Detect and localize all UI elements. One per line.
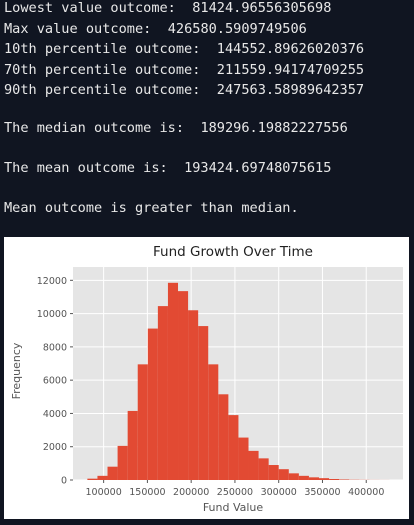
max-value-line: Max value outcome: 426580.5909749506 (4, 19, 307, 40)
median-line: The median outcome is: 189296.1988222755… (4, 118, 348, 139)
p10-value: 144552.89626020376 (216, 41, 365, 57)
conclusion-line: Mean outcome is greater than median. (4, 200, 299, 216)
x-tick-label: 150000 (129, 487, 165, 498)
histogram-chart: Fund Growth Over Time 0 2000 4000 6000 8000 1… (10, 244, 403, 514)
y-tick-label: 10000 (37, 309, 67, 320)
histogram-bar (127, 410, 138, 480)
max-value-label: Max value outcome: (4, 20, 152, 37)
p70-value: 211559.94174709255 (216, 61, 365, 78)
histogram-bar (188, 310, 199, 480)
p90-value: 247563.58989642357 (216, 82, 365, 98)
histogram-bar (308, 477, 320, 480)
histogram-bar (87, 478, 98, 480)
histogram-bar (117, 445, 128, 480)
median-label: The median outcome is: (4, 120, 185, 136)
y-tick-label: 0 (61, 476, 67, 487)
histogram-bar (218, 394, 229, 480)
console-output: Lowest value outcome: 81424.96556305698 … (0, 0, 414, 232)
histogram-bars (87, 282, 390, 480)
histogram-bar (238, 437, 249, 480)
y-tick-label: 12000 (37, 276, 67, 287)
lowest-value-label: Lowest value outcome: (4, 0, 176, 16)
max-value: 426580.5909749506 (167, 20, 307, 37)
lowest-value: 81424.96556305698 (192, 0, 332, 16)
y-tick-label: 4000 (43, 409, 67, 420)
p70-line: 70th percentile outcome: 211559.94174709… (4, 60, 364, 81)
x-tick-label: 100000 (86, 487, 122, 498)
histogram-bar (329, 479, 340, 480)
y-axis-label: Frequency (10, 342, 23, 399)
histogram-bar (97, 475, 108, 480)
x-tick-label: 250000 (217, 487, 253, 498)
p10-label: 10th percentile outcome: (4, 41, 201, 57)
p10-line: 10th percentile outcome: 144552.89626020… (4, 39, 364, 60)
p90-label: 90th percentile outcome: (4, 82, 201, 98)
median-value: 189296.19882227556 (200, 120, 348, 136)
p70-label: 70th percentile outcome: (4, 61, 201, 78)
lowest-value-line: Lowest value outcome: 81424.96556305698 (4, 0, 331, 19)
y-tick-label: 8000 (43, 342, 67, 353)
x-tick-label: 350000 (304, 487, 340, 498)
histogram-figure: Fund Growth Over Time 0 2000 4000 6000 8000 1… (4, 237, 409, 519)
histogram-bar (228, 415, 239, 480)
y-tick-label: 2000 (43, 442, 67, 453)
histogram-bar (107, 466, 118, 480)
y-tick-label: 6000 (43, 376, 67, 387)
histogram-bar (208, 364, 219, 480)
histogram-bar (147, 328, 158, 480)
histogram-bar (319, 478, 330, 480)
mean-value: 193424.69748075615 (184, 160, 332, 176)
histogram-bar (248, 450, 259, 480)
x-axis-label: Fund Value (203, 501, 264, 514)
histogram-bar (298, 475, 309, 480)
histogram-bar (178, 291, 189, 480)
histogram-bar (157, 306, 168, 480)
y-axis-ticks: 0 2000 4000 6000 8000 10000 12000 (37, 276, 73, 487)
histogram-bar (137, 364, 148, 480)
histogram-bar (167, 282, 179, 480)
histogram-bar (288, 473, 299, 480)
mean-line: The mean outcome is: 193424.69748075615 (4, 158, 331, 179)
histogram-bar (268, 465, 279, 480)
x-tick-label: 200000 (173, 487, 209, 498)
histogram-bar (198, 326, 209, 480)
x-tick-label: 400000 (348, 487, 384, 498)
mean-label: The mean outcome is: (4, 160, 168, 176)
chart-title: Fund Growth Over Time (153, 244, 313, 260)
p90-line: 90th percentile outcome: 247563.58989642… (4, 80, 364, 101)
x-tick-label: 300000 (261, 487, 297, 498)
x-axis-ticks: 100000 150000 200000 250000 300000 350000 4000… (86, 480, 384, 498)
histogram-bar (258, 458, 269, 480)
histogram-bar (278, 469, 289, 480)
